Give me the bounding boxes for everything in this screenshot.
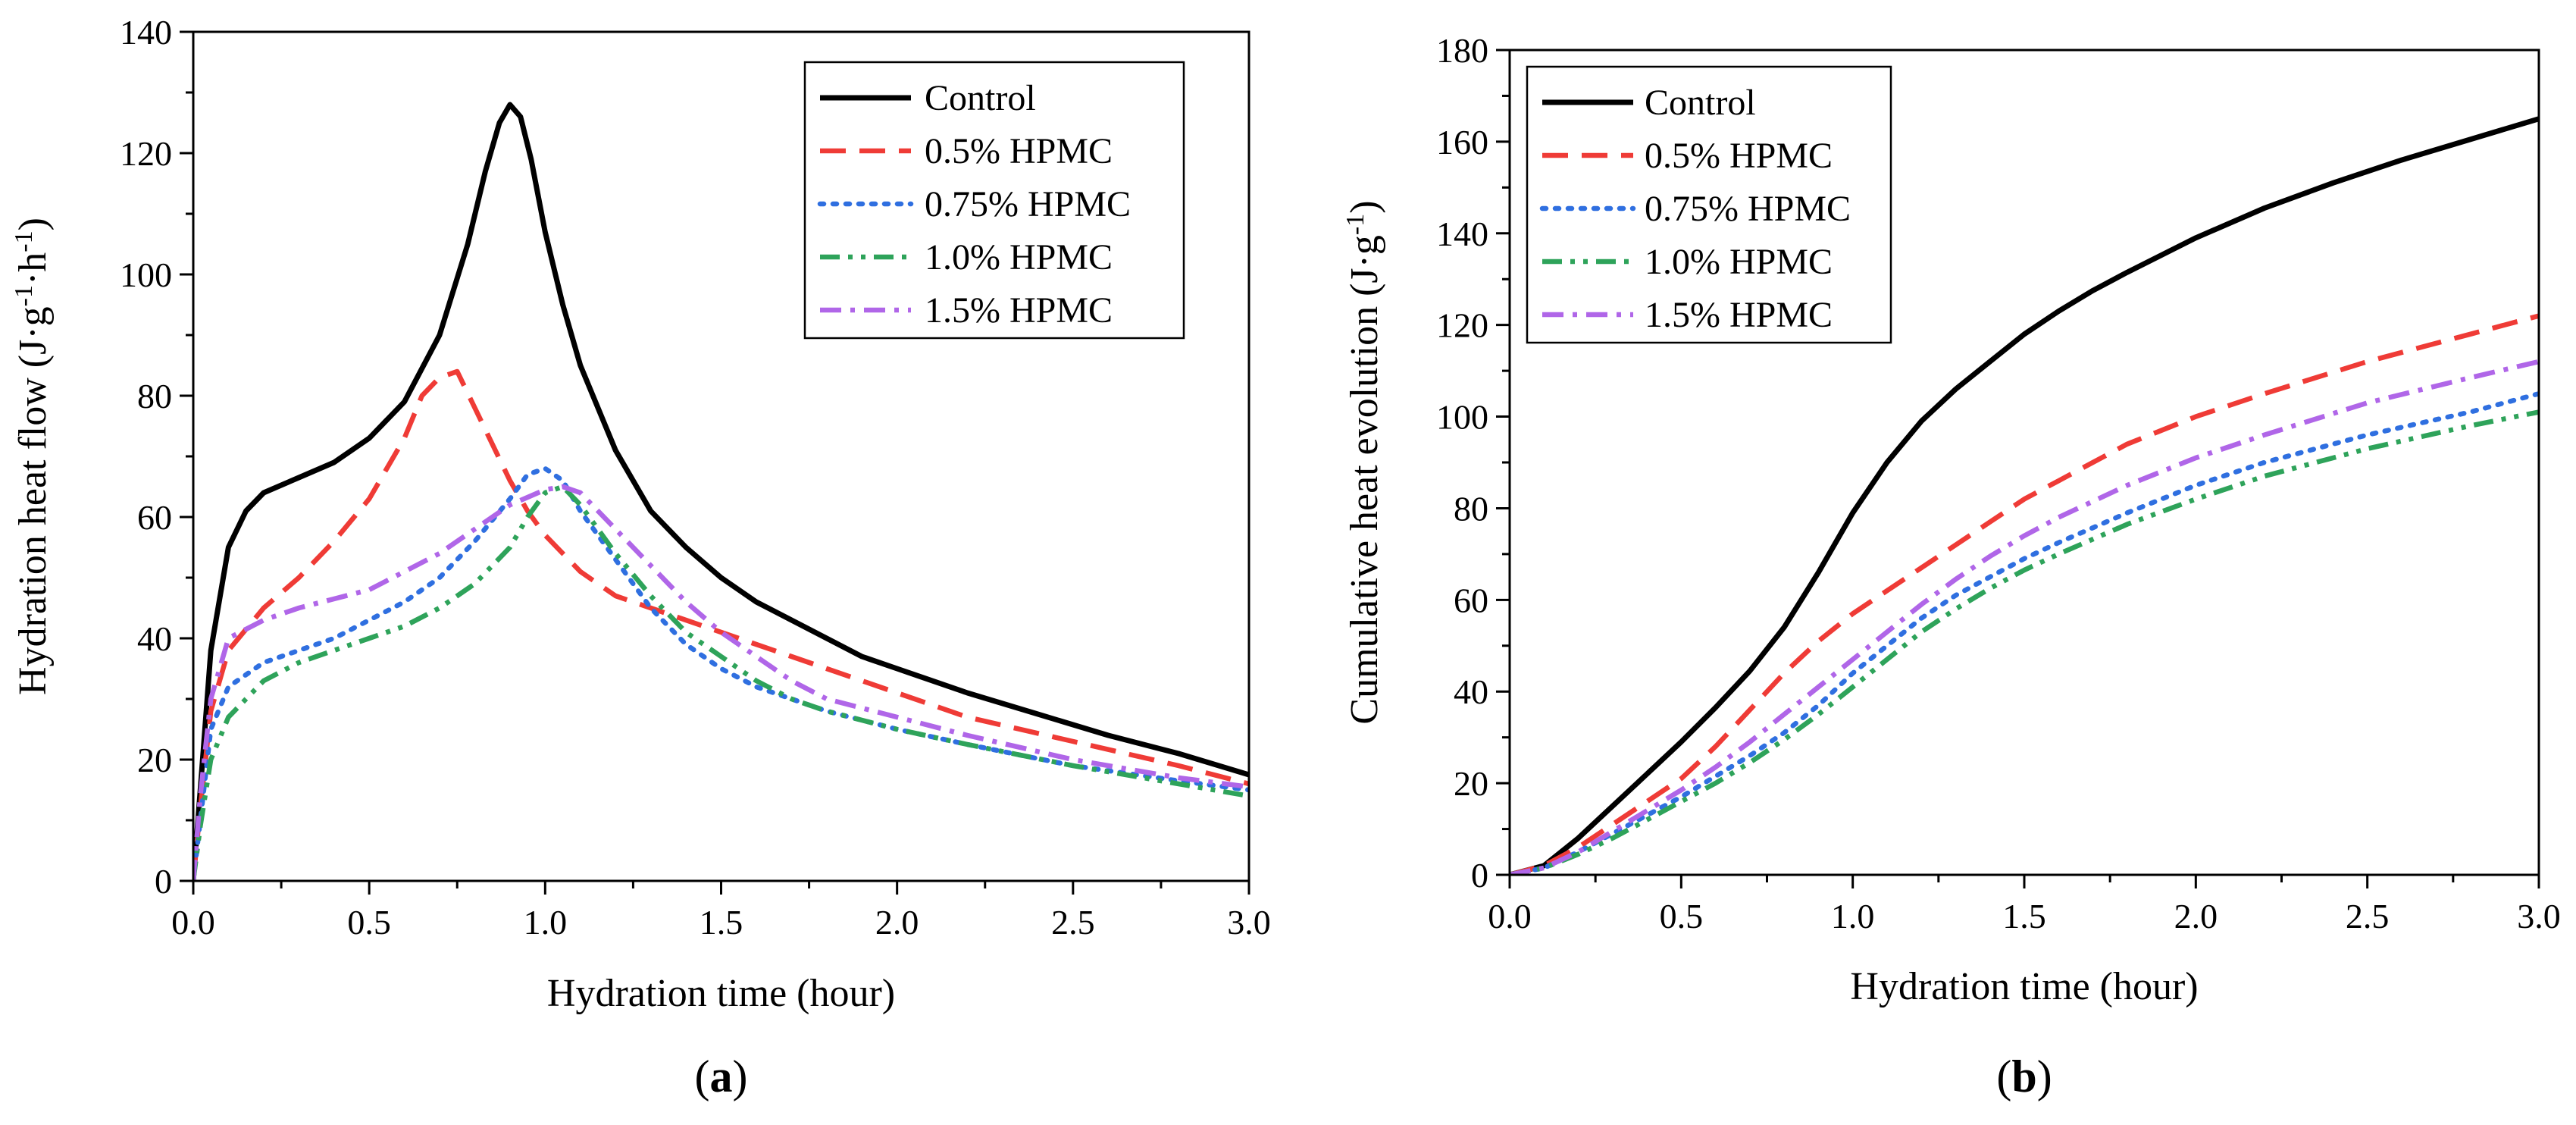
x-axis-title: Hydration time (hour) [547, 972, 895, 1015]
x-tick-label: 1.5 [2002, 897, 2046, 935]
series-line-control [193, 102, 1249, 881]
x-tick-label: 0.5 [1660, 897, 1704, 935]
y-tick-label: 160 [1436, 123, 1488, 161]
panel-label: (b) [1996, 1051, 2052, 1101]
series-line-0-5-hpmc [193, 368, 1249, 881]
legend: Control 0.5% HPMC 0.75% HPMC 1.0% HPMC 1.5% … [1526, 65, 1892, 344]
legend-box [803, 61, 1185, 340]
x-tick-label: 3.0 [2517, 897, 2561, 935]
x-tick-label: 2.5 [1051, 903, 1095, 942]
y-tick-label: 20 [1454, 764, 1488, 803]
legend: Control 0.5% HPMC 0.75% HPMC 1.0% HPMC 1.5% … [803, 61, 1185, 340]
x-tick-label: 0.0 [1488, 897, 1532, 935]
y-tick-label: 40 [137, 619, 172, 658]
y-tick-label: 120 [1436, 306, 1488, 345]
legend-label: 0.5% HPMC [925, 131, 1113, 171]
series-group [193, 102, 1249, 881]
legend-box [1526, 65, 1892, 344]
y-tick-label: 80 [137, 377, 172, 415]
legend-label: Control [1645, 83, 1756, 123]
x-tick-label: 0.0 [171, 903, 215, 942]
x-tick-label: 1.0 [524, 903, 568, 942]
legend-label: 0.5% HPMC [1645, 136, 1833, 176]
y-tick-label: 140 [1436, 215, 1488, 253]
y-axis-title: Cumulative heat evolution (J·g-1) [1341, 200, 1387, 724]
y-tick-label: 0 [1471, 856, 1488, 895]
y-tick-label: 40 [1454, 672, 1488, 711]
legend-label: 0.75% HPMC [1645, 189, 1851, 229]
legend-label: 0.75% HPMC [925, 184, 1131, 224]
legend-label: 1.5% HPMC [925, 290, 1113, 331]
x-axis-title: Hydration time (hour) [1850, 965, 2198, 1008]
y-tick-label: 140 [120, 13, 172, 52]
x-tick-label: 2.5 [2346, 897, 2390, 935]
y-tick-label: 180 [1436, 31, 1488, 70]
legend-label: 1.5% HPMC [1645, 295, 1833, 335]
legend-label: 1.0% HPMC [925, 237, 1113, 277]
x-tick-label: 2.0 [875, 903, 919, 942]
x-tick-label: 3.0 [1227, 903, 1271, 942]
chart-panel-b: 0.0 0.5 1.0 1.5 2.0 2.5 3.0 0 20 40 60 80 100 120 140 1… [1341, 31, 2561, 1101]
y-tick-label: 60 [1454, 581, 1488, 619]
y-tick-label: 80 [1454, 489, 1488, 528]
y-tick-label: 0 [155, 862, 172, 901]
chart-panel-a: 0.0 0.5 1.0 1.5 2.0 2.5 3.0 0 20 40 60 80 100 120 140 H… [10, 13, 1271, 1101]
series-line-1-5-hpmc [1510, 359, 2539, 875]
y-tick-label: 100 [120, 255, 172, 294]
x-tick-label: 1.5 [700, 903, 743, 942]
series-line-0-75-hpmc [193, 465, 1249, 881]
y-tick-label: 60 [137, 498, 172, 537]
series-line-1-0-hpmc [193, 484, 1249, 881]
series-line-0-5-hpmc [1510, 313, 2539, 875]
panel-label: (a) [695, 1051, 748, 1101]
series-group [1510, 116, 2539, 875]
y-tick-label: 120 [120, 134, 172, 173]
x-tick-label: 1.0 [1831, 897, 1875, 935]
y-axis-title: Hydration heat flow (J·g-1·h-1) [10, 218, 55, 695]
y-tick-label: 20 [137, 741, 172, 779]
series-line-1-0-hpmc [1510, 409, 2539, 875]
legend-label: Control [925, 78, 1036, 118]
series-line-control [1510, 116, 2539, 875]
x-tick-label: 0.5 [347, 903, 391, 942]
y-tick-label: 100 [1436, 398, 1488, 437]
legend-label: 1.0% HPMC [1645, 242, 1833, 282]
series-line-1-5-hpmc [193, 484, 1249, 881]
x-tick-label: 2.0 [2174, 897, 2218, 935]
